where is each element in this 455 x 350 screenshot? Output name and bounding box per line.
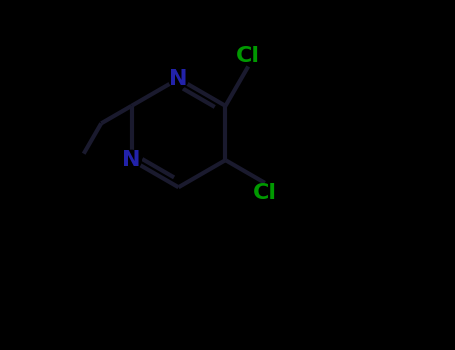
- Text: N: N: [122, 150, 141, 170]
- Text: N: N: [169, 69, 188, 89]
- Circle shape: [169, 69, 188, 89]
- Circle shape: [122, 150, 142, 170]
- Text: Cl: Cl: [253, 183, 277, 203]
- Text: Cl: Cl: [236, 47, 260, 66]
